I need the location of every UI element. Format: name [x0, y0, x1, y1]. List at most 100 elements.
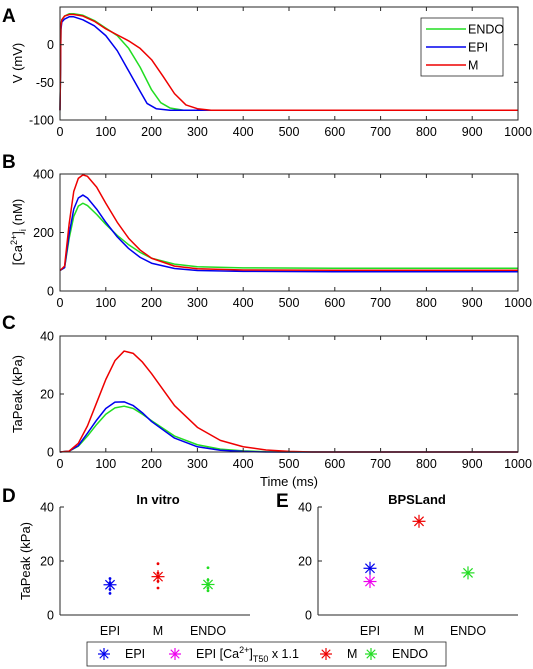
panel-e-point-marker — [363, 575, 377, 589]
panel-e-y-tick-label: 20 — [298, 555, 312, 569]
panel-b-x-tick-label: 800 — [416, 296, 437, 310]
panel-e-point-marker — [363, 561, 377, 575]
panel-d-category-label: EPI — [100, 624, 120, 638]
panel-c-x-tick-label: 900 — [462, 457, 483, 471]
panel-c-axes-box — [59, 335, 519, 453]
panel-c-x-axis-label: Time (ms) — [260, 474, 318, 489]
legend-endo-label: ENDO — [468, 23, 504, 37]
panel-d-mean-marker-m — [151, 570, 165, 584]
legend-bottom-m-label: M — [347, 647, 357, 661]
panel-c-x-tick-label: 700 — [370, 457, 391, 471]
panel-a-y-tick-label: -100 — [29, 114, 54, 128]
panel-b-axes-box — [59, 173, 519, 292]
panel-a-x-tick-label: 300 — [187, 125, 208, 139]
panel-b-x-tick-label: 200 — [141, 296, 162, 310]
panel-e-category-label: EPI — [360, 624, 380, 638]
panel-e-bpsland-chart: BPSLand 0 20 40 EPI M ENDO — [298, 492, 518, 638]
panel-c-x-tick-label: 600 — [324, 457, 345, 471]
legend-bottom-endo-label: ENDO — [392, 647, 428, 661]
panel-a-x-tick-label: 1000 — [504, 125, 532, 139]
panel-a-x-tick-label: 200 — [141, 125, 162, 139]
panel-b-calcium-chart: 0 100 200 300 400 500 600 700 800 900 1000 0 200 400… — [9, 168, 532, 311]
panel-a-x-tick-label: 700 — [370, 125, 391, 139]
panel-c-x-tick-label: 400 — [233, 457, 254, 471]
panel-e-category-label: ENDO — [450, 624, 486, 638]
legend-bottom-box — [86, 641, 447, 667]
legend-bottom-marker-0 — [98, 648, 110, 660]
panel-c-tension-chart: 0 100 200 300 400 500 600 700 800 900 1000 0 20 40 T… — [10, 330, 532, 490]
panel-b-series-epi — [59, 194, 518, 273]
panel-c-x-tick-label: 100 — [95, 457, 116, 471]
panel-b-y-tick-label: 0 — [47, 285, 54, 299]
panel-c-series-m — [59, 350, 518, 453]
legend-bottom-epi-label: EPI — [125, 647, 145, 661]
panel-d-mean-marker-endo — [201, 577, 215, 591]
legend-bottom-marker-2 — [320, 648, 332, 660]
panel-label-d: D — [2, 486, 16, 507]
panel-e-y-tick-label: 0 — [305, 609, 312, 623]
panel-c-x-tick-label: 1000 — [504, 457, 532, 471]
panel-d-individual-point — [206, 566, 210, 570]
panel-c-y-axis-label: TaPeak (kPa) — [10, 355, 25, 433]
panel-d-individual-point — [108, 592, 112, 595]
legend-epi-label: EPI — [468, 41, 488, 55]
panel-e-title: BPSLand — [388, 492, 446, 507]
panel-d-category-label: ENDO — [190, 624, 226, 638]
panel-c-y-tick-label: 0 — [47, 446, 54, 460]
panel-d-title: In vitro — [136, 492, 179, 507]
panel-d-y-tick-label: 40 — [40, 501, 54, 515]
panel-d-in-vitro-chart: In vitro 0 20 40 EPI M ENDO TaPeak (kPa) — [18, 492, 250, 638]
legend-bottom: EPI EPI [Ca2+]T50 x 1.1 M ENDO — [86, 641, 447, 667]
panel-label-c: C — [2, 313, 16, 334]
panel-label-a: A — [2, 6, 16, 27]
legend-bottom-marker-1 — [169, 648, 181, 660]
panel-a-x-tick-label: 900 — [462, 125, 483, 139]
panel-b-y-tick-label: 400 — [33, 168, 54, 182]
panel-a-y-tick-label: 0 — [47, 38, 54, 52]
panel-b-y-axis-label: [Ca2+]i (nM) — [9, 199, 28, 265]
panel-a-voltage-chart: 0 100 200 300 400 500 600 700 800 900 1000 -100 -50… — [10, 6, 532, 139]
panel-a-x-tick-label: 0 — [57, 125, 64, 139]
panel-d-y-axis-label: TaPeak (kPa) — [18, 522, 33, 600]
panel-c-x-tick-label: 0 — [57, 457, 64, 471]
panel-c-x-tick-label: 300 — [187, 457, 208, 471]
panel-c-y-tick-label: 20 — [40, 388, 54, 402]
panel-a-x-tick-label: 100 — [95, 125, 116, 139]
panel-b-y-tick-label: 200 — [33, 226, 54, 240]
panel-label-e: E — [276, 491, 289, 512]
panel-c-series-endo — [59, 405, 518, 453]
panel-d-y-tick-label: 20 — [40, 555, 54, 569]
panel-b-x-tick-label: 600 — [324, 296, 345, 310]
panel-b-x-tick-label: 500 — [279, 296, 300, 310]
panel-c-x-tick-label: 500 — [279, 457, 300, 471]
panel-c-series-epi — [59, 401, 518, 453]
panel-d-individual-point — [156, 562, 160, 566]
legend-bottom-marker-3 — [365, 648, 377, 660]
panel-d-category-label: M — [153, 624, 163, 638]
panel-c-y-tick-label: 40 — [40, 330, 54, 344]
panel-b-x-tick-label: 300 — [187, 296, 208, 310]
panel-c-x-tick-label: 200 — [141, 457, 162, 471]
panel-b-series-m — [59, 174, 518, 272]
panel-b-x-tick-label: 100 — [95, 296, 116, 310]
panel-e-point-marker — [412, 514, 426, 528]
panel-b-x-tick-label: 1000 — [504, 296, 532, 310]
panel-e-category-label: M — [414, 624, 424, 638]
panel-b-series-endo — [59, 202, 518, 272]
panel-a-y-axis-label: V (mV) — [10, 43, 25, 83]
panel-d-y-tick-label: 0 — [47, 609, 54, 623]
legend-bottom-epi-ca-label: EPI [Ca2+]T50 x 1.1 — [196, 645, 299, 664]
panel-a-x-tick-label: 400 — [233, 125, 254, 139]
panel-a-y-tick-label: -50 — [36, 76, 54, 90]
panel-b-x-tick-label: 0 — [57, 296, 64, 310]
panel-b-x-tick-label: 400 — [233, 296, 254, 310]
panel-a-x-tick-label: 500 — [279, 125, 300, 139]
legend-top: ENDO EPI M — [420, 17, 504, 77]
panel-b-x-tick-label: 700 — [370, 296, 391, 310]
panel-d-individual-point — [156, 586, 160, 590]
panel-label-b: B — [2, 152, 16, 173]
panel-a-series-m — [59, 13, 518, 111]
panel-c-x-tick-label: 800 — [416, 457, 437, 471]
panel-b-x-tick-label: 900 — [462, 296, 483, 310]
